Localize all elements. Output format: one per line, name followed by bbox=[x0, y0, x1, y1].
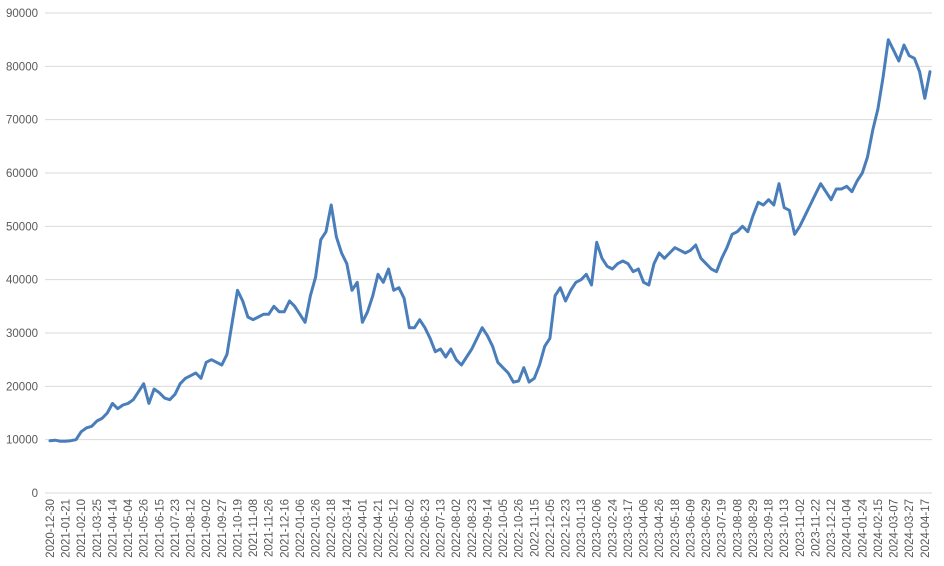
x-tick-label: 2021-10-19 bbox=[232, 499, 244, 558]
x-tick-label: 2022-08-23 bbox=[467, 499, 479, 558]
x-tick-label: 2023-01-13 bbox=[576, 499, 588, 558]
x-tick-label: 2022-03-14 bbox=[342, 498, 354, 557]
x-tick-label: 2022-11-15 bbox=[529, 499, 541, 557]
y-tick-label: 70000 bbox=[6, 115, 38, 127]
x-tick-label: 2022-04-21 bbox=[373, 499, 385, 558]
x-tick-label: 2023-11-02 bbox=[795, 499, 807, 557]
x-tick-label: 2022-05-12 bbox=[389, 499, 401, 558]
y-tick-label: 90000 bbox=[6, 8, 38, 20]
x-tick-label: 2024-01-04 bbox=[842, 498, 854, 557]
x-tick-label: 2023-05-18 bbox=[670, 499, 682, 558]
x-tick-label: 2021-11-26 bbox=[264, 499, 276, 557]
x-tick-label: 2022-12-05 bbox=[545, 499, 557, 558]
y-tick-label: 80000 bbox=[6, 61, 38, 73]
x-tick-label: 2022-06-02 bbox=[404, 499, 416, 558]
x-tick-label: 2023-08-08 bbox=[732, 499, 744, 558]
x-tick-label: 2023-07-19 bbox=[717, 499, 729, 558]
x-tick-label: 2022-01-26 bbox=[311, 499, 323, 558]
x-tick-label: 2021-08-12 bbox=[186, 499, 198, 558]
y-tick-label: 20000 bbox=[6, 381, 38, 393]
x-tick-label: 2024-02-15 bbox=[873, 499, 885, 558]
x-tick-label: 2021-04-14 bbox=[107, 498, 119, 557]
x-tick-label: 2023-04-26 bbox=[654, 499, 666, 558]
x-tick-label: 2021-12-16 bbox=[279, 499, 291, 558]
x-tick-label: 2022-06-23 bbox=[420, 499, 432, 558]
x-tick-label: 2022-08-02 bbox=[451, 499, 463, 558]
x-tick-label: 2023-02-24 bbox=[607, 498, 619, 557]
x-tick-label: 2021-09-02 bbox=[201, 499, 213, 558]
x-tick-label: 2021-09-27 bbox=[217, 499, 229, 558]
x-tick-label: 2024-03-07 bbox=[889, 499, 901, 558]
x-tick-label: 2021-01-21 bbox=[61, 499, 73, 558]
x-tick-label: 2023-03-17 bbox=[623, 499, 635, 558]
y-tick-label: 60000 bbox=[6, 168, 38, 180]
y-tick-label: 50000 bbox=[6, 221, 38, 233]
x-tick-label: 2022-09-14 bbox=[482, 498, 494, 557]
y-tick-label: 30000 bbox=[6, 328, 38, 340]
x-tick-label: 2024-03-27 bbox=[904, 499, 916, 558]
x-tick-label: 2024-04-17 bbox=[920, 499, 932, 558]
x-tick-label: 2023-06-09 bbox=[685, 499, 697, 558]
x-tick-label: 2020-12-30 bbox=[45, 499, 57, 558]
x-tick-label: 2021-05-04 bbox=[123, 498, 135, 557]
x-tick-label: 2021-07-23 bbox=[170, 499, 182, 558]
x-tick-label: 2022-10-05 bbox=[498, 499, 510, 558]
y-tick-label: 40000 bbox=[6, 275, 38, 287]
y-tick-label: 10000 bbox=[6, 435, 38, 447]
x-tick-label: 2021-06-15 bbox=[154, 499, 166, 558]
x-tick-label: 2023-02-06 bbox=[592, 499, 604, 558]
x-tick-label: 2021-11-08 bbox=[248, 499, 260, 557]
x-tick-label: 2024-01-24 bbox=[857, 498, 869, 557]
x-tick-label: 2023-06-29 bbox=[701, 499, 713, 558]
x-tick-label: 2022-07-13 bbox=[436, 499, 448, 558]
x-tick-label: 2023-10-13 bbox=[779, 499, 791, 558]
x-tick-label: 2023-08-29 bbox=[748, 499, 760, 558]
x-tick-label: 2022-04-01 bbox=[357, 499, 369, 558]
data-line bbox=[48, 38, 932, 443]
x-tick-label: 2022-02-18 bbox=[326, 499, 338, 558]
x-tick-label: 2021-03-25 bbox=[92, 499, 104, 558]
x-tick-label: 2021-05-26 bbox=[139, 499, 151, 558]
x-tick-label: 2022-01-06 bbox=[295, 499, 307, 558]
y-tick-label: 0 bbox=[32, 488, 38, 500]
x-tick-label: 2021-02-10 bbox=[76, 499, 88, 558]
x-tick-label: 2023-09-18 bbox=[764, 499, 776, 558]
x-tick-label: 2022-12-23 bbox=[561, 499, 573, 558]
x-tick-label: 2023-04-06 bbox=[639, 499, 651, 558]
x-tick-label: 2022-10-26 bbox=[514, 499, 526, 558]
x-tick-label: 2023-12-12 bbox=[826, 499, 838, 558]
x-tick-label: 2023-11-22 bbox=[810, 499, 822, 557]
